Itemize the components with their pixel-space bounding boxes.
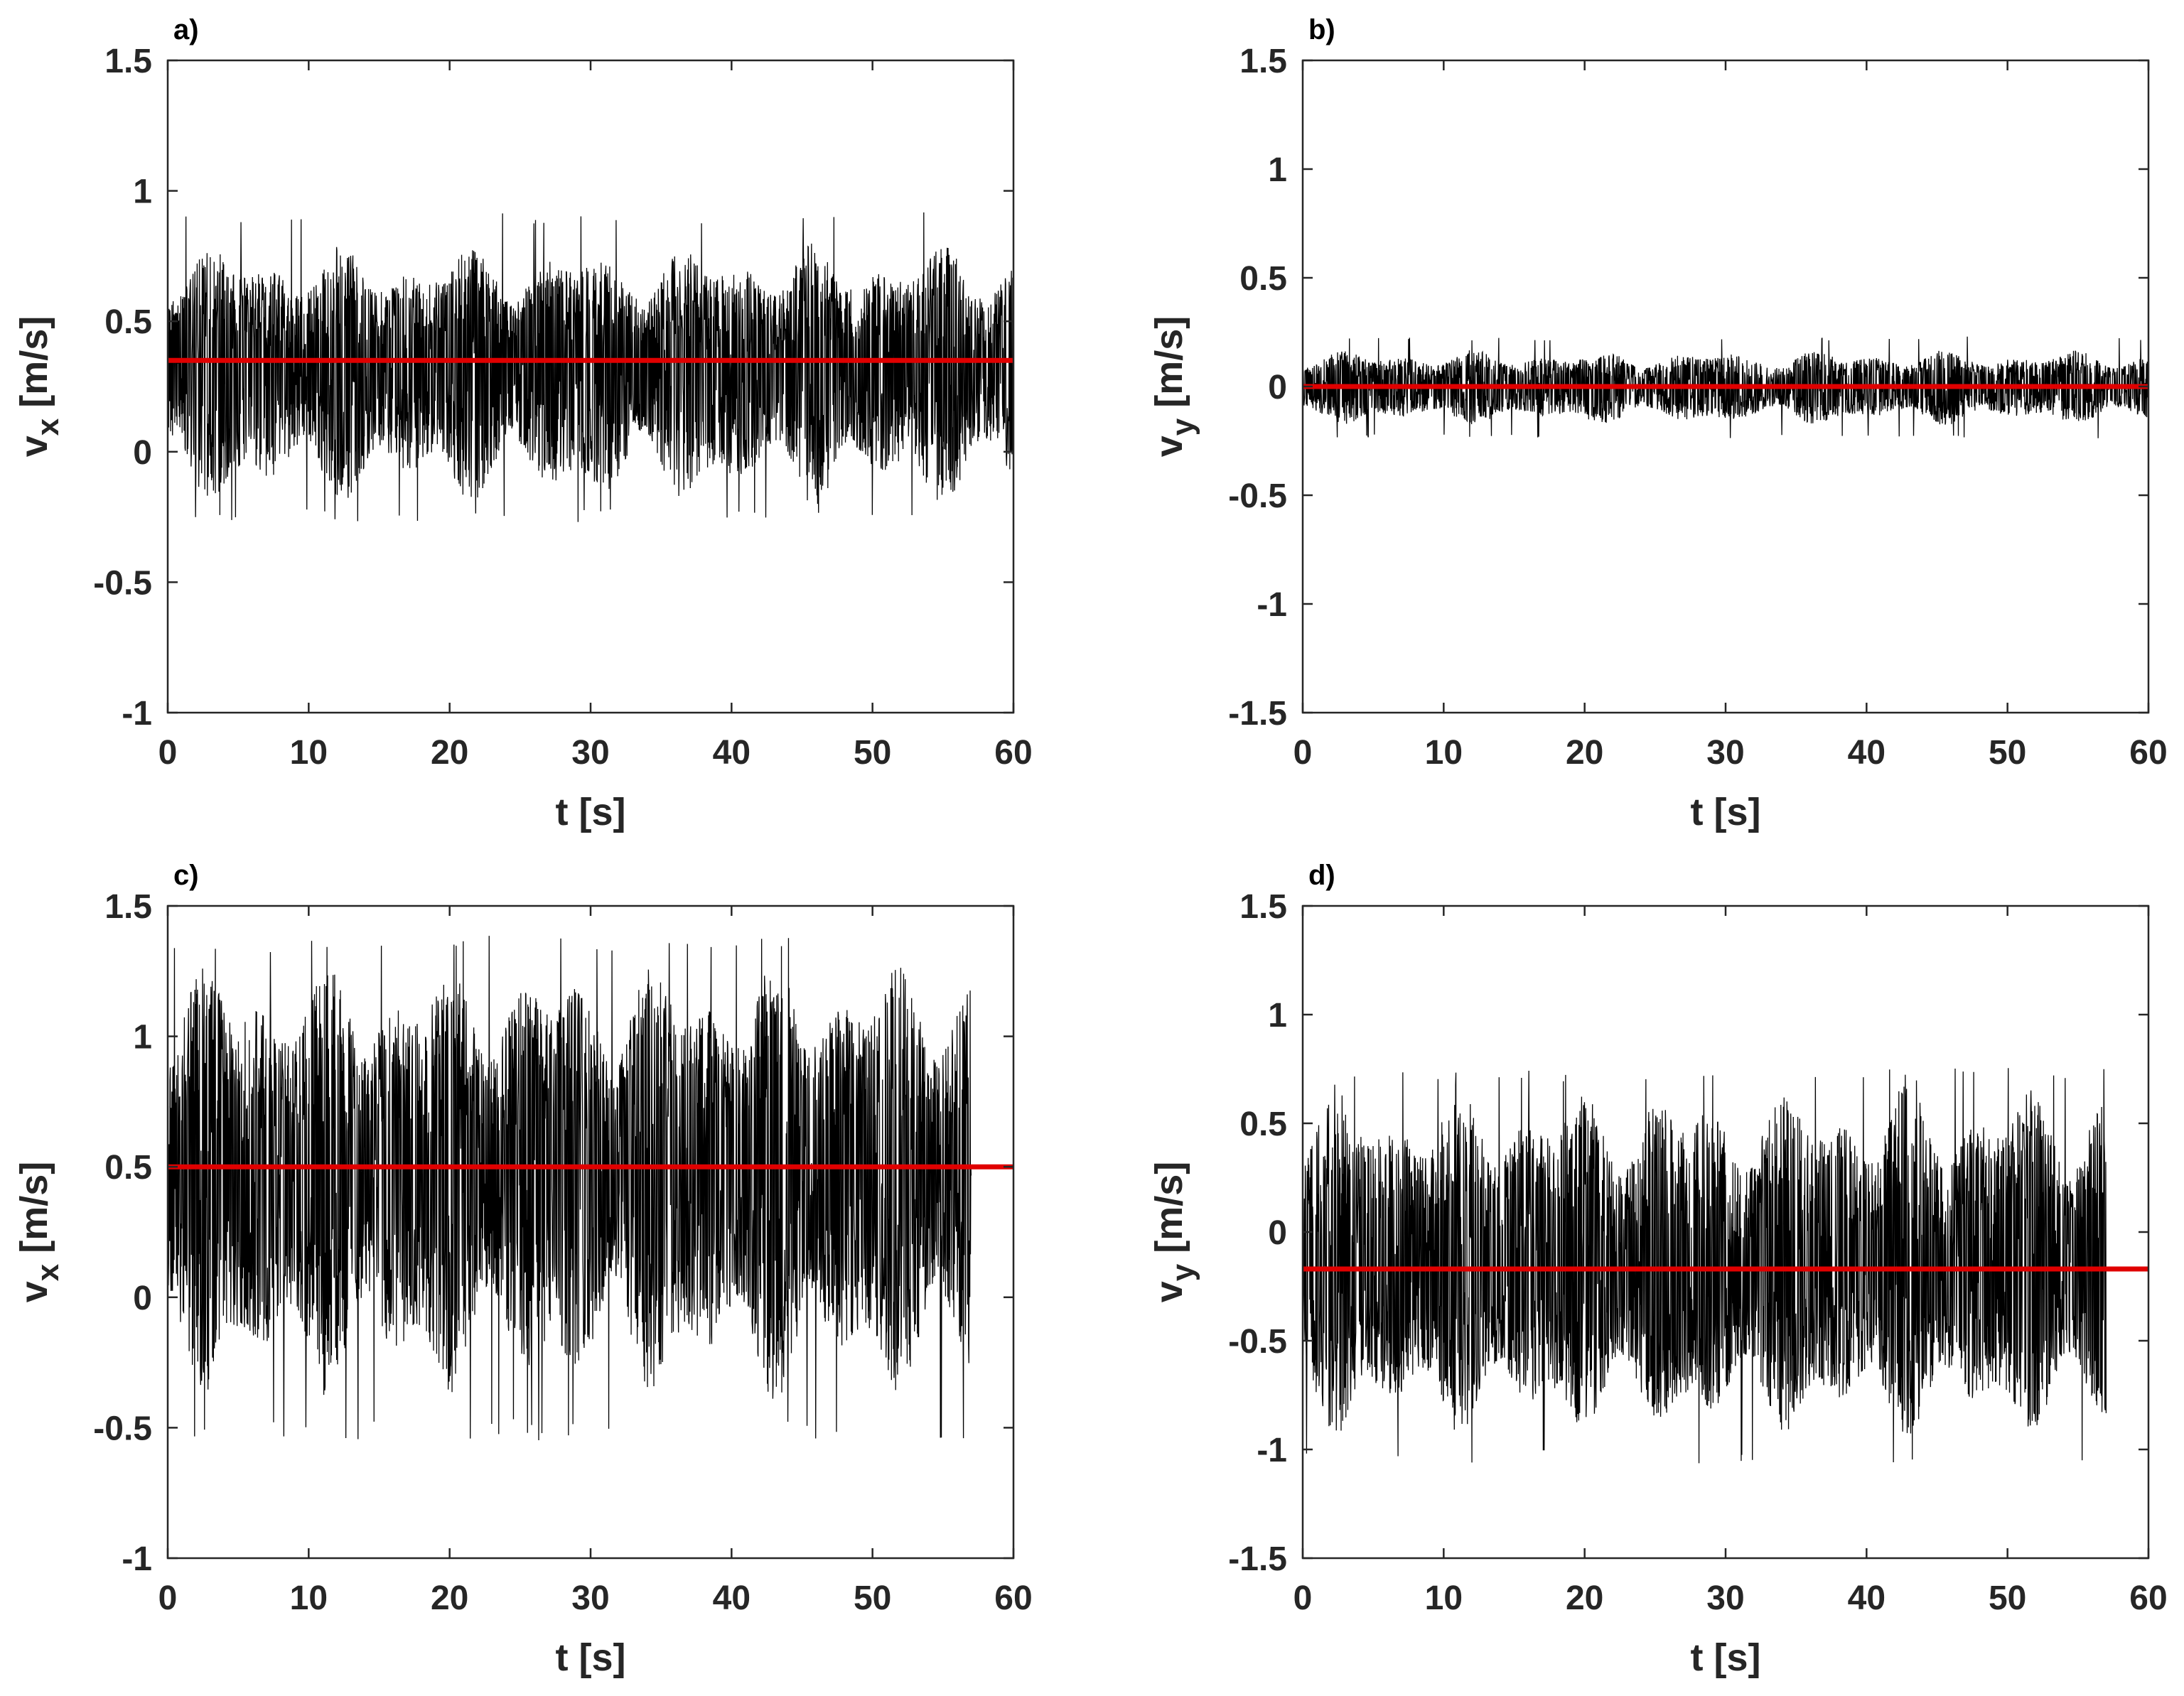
panel-b: 0 10 20 30 40 50 60 -1.5 -1 -0.5 0 0.5 1 1.5 t [s] vy [… xyxy=(1148,14,2168,833)
y-axis-label-symbol: v xyxy=(13,436,55,457)
x-tick-label: 10 xyxy=(1425,734,1463,772)
y-tick-label: 1 xyxy=(1268,997,1287,1035)
y-axis-label-symbol: v xyxy=(1148,436,1190,457)
y-axis-label: vx [m/s] xyxy=(13,316,65,458)
panel-label: b) xyxy=(1308,14,1335,45)
x-tick-label: 60 xyxy=(994,1579,1032,1617)
x-tick-label: 60 xyxy=(2129,734,2167,772)
x-tick-label: 0 xyxy=(158,1579,178,1617)
y-axis-label: vx [m/s] xyxy=(13,1162,65,1303)
x-tick-label: 30 xyxy=(1706,734,1744,772)
x-tick-label: 40 xyxy=(713,1579,751,1617)
y-tick-label: -1 xyxy=(1257,1432,1287,1469)
y-tick-label: 0.5 xyxy=(104,1149,152,1187)
x-tick-label: 30 xyxy=(571,1579,609,1617)
x-tick-label: 30 xyxy=(1706,1579,1744,1617)
y-tick-label: -0.5 xyxy=(93,564,152,602)
y-tick-label: 1 xyxy=(133,1019,152,1057)
x-tick-label: 50 xyxy=(854,734,891,772)
signal-series xyxy=(168,212,1013,522)
y-tick-label: 1.5 xyxy=(1239,43,1287,80)
x-axis-label: t [s] xyxy=(1691,1636,1761,1679)
x-tick-label: 20 xyxy=(1566,1579,1603,1617)
x-tick-label: 40 xyxy=(1848,1579,1886,1617)
x-tick-label: 40 xyxy=(1848,734,1886,772)
y-axis-label-unit: [m/s] xyxy=(1148,316,1190,418)
y-tick-label: -1 xyxy=(122,695,152,733)
y-tick-label: -1 xyxy=(1257,586,1287,624)
y-axis-label-symbol: v xyxy=(1148,1281,1190,1302)
y-tick-label: -1.5 xyxy=(1228,695,1287,733)
y-axis-label-unit: [m/s] xyxy=(13,1162,55,1264)
y-tick-label: 0.5 xyxy=(104,303,152,341)
x-tick-label: 30 xyxy=(571,734,609,772)
y-tick-label: 0.5 xyxy=(1239,260,1287,298)
y-tick-label: 0 xyxy=(1268,369,1287,406)
x-tick-label: 0 xyxy=(1293,734,1313,772)
x-tick-label: 0 xyxy=(1293,1579,1313,1617)
x-tick-label: 20 xyxy=(431,1579,468,1617)
y-tick-label: 1.5 xyxy=(104,43,152,80)
y-tick-label: 0 xyxy=(1268,1214,1287,1252)
y-tick-label: -0.5 xyxy=(1228,477,1287,515)
x-axis-label: t [s] xyxy=(556,791,626,833)
y-axis-label-unit: [m/s] xyxy=(13,316,55,418)
y-tick-label: 0.5 xyxy=(1239,1106,1287,1143)
panel-label: c) xyxy=(173,860,199,891)
x-tick-label: 0 xyxy=(158,734,178,772)
y-tick-label: 0 xyxy=(133,1280,152,1317)
y-tick-label: 0 xyxy=(133,434,152,472)
y-axis-label-subscript: x xyxy=(31,418,65,436)
y-axis-label: vy [m/s] xyxy=(1148,1162,1200,1303)
x-tick-label: 60 xyxy=(994,734,1032,772)
x-tick-label: 50 xyxy=(854,1579,891,1617)
panel-c: 0 10 20 30 40 50 60 -1 -0.5 0 0.5 1 1.5 t [s] vx [m/s]… xyxy=(13,860,1033,1679)
x-axis-label: t [s] xyxy=(1691,791,1761,833)
panel-label: a) xyxy=(173,14,199,45)
x-tick-label: 10 xyxy=(290,1579,328,1617)
y-tick-label: 1 xyxy=(1268,151,1287,189)
signal-series xyxy=(1303,1068,2107,1464)
panel-a: 0 10 20 30 40 50 60 -1 -0.5 0 0.5 1 1.5 t [s] vx [m/s]… xyxy=(13,14,1033,833)
y-tick-label: -1 xyxy=(122,1540,152,1578)
y-tick-label: 1 xyxy=(133,173,152,211)
y-axis-label-subscript: x xyxy=(31,1263,65,1281)
x-tick-label: 20 xyxy=(1566,734,1603,772)
signal-series xyxy=(1303,336,2148,438)
x-tick-label: 20 xyxy=(431,734,468,772)
x-axis-label: t [s] xyxy=(556,1636,626,1679)
signal-series xyxy=(168,936,972,1441)
x-tick-label: 50 xyxy=(1989,1579,2026,1617)
y-tick-label: 1.5 xyxy=(104,888,152,926)
y-axis-label-subscript: y xyxy=(1166,1263,1200,1281)
x-tick-label: 10 xyxy=(290,734,328,772)
y-tick-label: -0.5 xyxy=(1228,1323,1287,1361)
y-axis-label-subscript: y xyxy=(1166,418,1200,436)
x-tick-label: 40 xyxy=(713,734,751,772)
x-tick-label: 10 xyxy=(1425,1579,1463,1617)
x-tick-label: 50 xyxy=(1989,734,2026,772)
y-tick-label: -1.5 xyxy=(1228,1540,1287,1578)
panel-label: d) xyxy=(1308,860,1335,891)
panel-d: 0 10 20 30 40 50 60 -1.5 -1 -0.5 0 0.5 1 1.5 t [s] vy [… xyxy=(1148,860,2168,1679)
y-axis-label-unit: [m/s] xyxy=(1148,1162,1190,1264)
y-tick-label: -0.5 xyxy=(93,1410,152,1447)
y-axis-label-symbol: v xyxy=(13,1281,55,1302)
y-axis-label: vy [m/s] xyxy=(1148,316,1200,458)
y-tick-label: 1.5 xyxy=(1239,888,1287,926)
x-tick-label: 60 xyxy=(2129,1579,2167,1617)
